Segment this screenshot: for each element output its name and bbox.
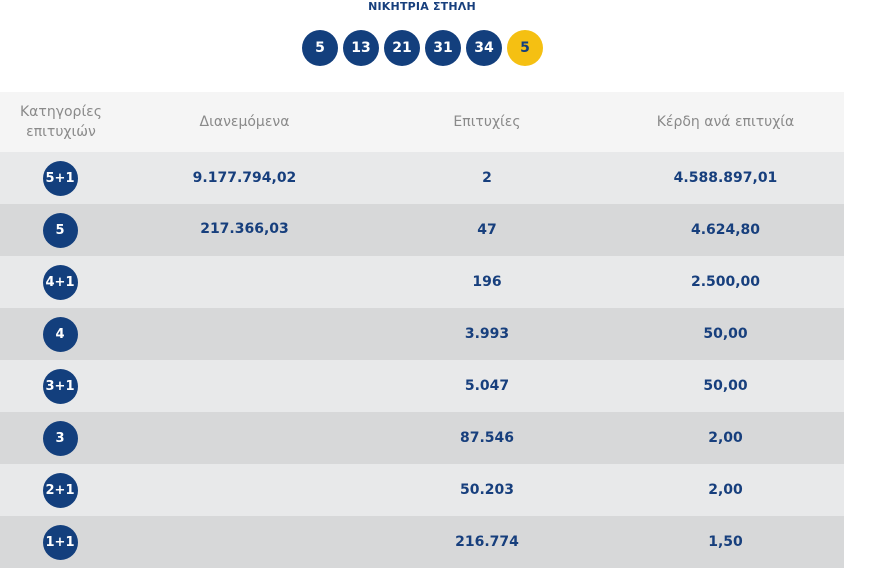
distributed-cell <box>122 256 367 308</box>
table-row: 2+1 50.203 2,00 <box>0 464 844 516</box>
table-row: 3 87.546 2,00 <box>0 412 844 464</box>
prize-cell: 4.588.897,01 <box>673 170 778 186</box>
table-row: 4 3.993 50,00 <box>0 308 844 360</box>
column-header-winners: Επιτυχίες <box>453 114 521 130</box>
winners-cell: 5.047 <box>464 378 510 394</box>
prize-cell: 2,00 <box>708 430 743 446</box>
distributed-cell: 217.366,03 <box>200 221 289 237</box>
winning-column-title: ΝΙΚΗΤΡΙΑ ΣΤΗΛΗ <box>368 0 476 13</box>
winners-cell: 196 <box>472 274 502 290</box>
winners-cell: 3.993 <box>464 326 510 342</box>
category-ball: 5+1 <box>42 160 78 196</box>
table-row: 5+1 9.177.794,02 2 4.588.897,01 <box>0 152 844 204</box>
table-row: 4+1 196 2.500,00 <box>0 256 844 308</box>
winning-number-ball: 21 <box>384 30 420 66</box>
prize-cell: 1,50 <box>708 534 743 550</box>
winners-cell: 2 <box>482 170 492 186</box>
table-row: 3+1 5.047 50,00 <box>0 360 844 412</box>
prize-cell: 50,00 <box>703 326 748 342</box>
prize-cell: 50,00 <box>703 378 748 394</box>
distributed-cell <box>122 308 367 360</box>
prize-table-header: Κατηγορίες επιτυχιών Διανεμόμενα Επιτυχί… <box>0 92 844 152</box>
winners-cell: 47 <box>477 222 497 238</box>
winners-cell: 216.774 <box>455 534 519 550</box>
prize-cell: 2.500,00 <box>690 274 761 290</box>
distributed-cell <box>122 464 367 516</box>
bonus-number-ball: 5 <box>507 30 543 66</box>
category-ball: 3 <box>42 420 78 456</box>
column-header-prize: Κέρδη ανά επιτυχία <box>656 114 795 130</box>
winning-numbers: 5 13 21 31 34 5 <box>302 30 543 66</box>
winning-number-ball: 13 <box>343 30 379 66</box>
column-header-categories: Κατηγορίες επιτυχιών <box>20 104 102 140</box>
category-ball: 2+1 <box>42 472 78 508</box>
prize-cell: 4.624,80 <box>690 222 761 238</box>
distributed-cell: 9.177.794,02 <box>192 170 297 186</box>
column-header-distributed: Διανεμόμενα <box>199 114 290 130</box>
winners-cell: 87.546 <box>459 430 515 446</box>
category-ball: 3+1 <box>42 368 78 404</box>
category-ball: 5 <box>42 212 78 248</box>
table-row: 1+1 216.774 1,50 <box>0 516 844 568</box>
prize-table: Κατηγορίες επιτυχιών Διανεμόμενα Επιτυχί… <box>0 92 844 568</box>
winning-number-ball: 5 <box>302 30 338 66</box>
winners-cell: 50.203 <box>459 482 515 498</box>
winning-number-ball: 31 <box>425 30 461 66</box>
category-ball: 1+1 <box>42 524 78 560</box>
distributed-cell <box>122 360 367 412</box>
distributed-cell <box>122 412 367 464</box>
winning-number-ball: 34 <box>466 30 502 66</box>
distributed-cell <box>122 516 367 568</box>
category-ball: 4+1 <box>42 264 78 300</box>
table-row: 5 217.366,03 47 4.624,80 <box>0 204 844 256</box>
category-ball: 4 <box>42 316 78 352</box>
prize-cell: 2,00 <box>708 482 743 498</box>
